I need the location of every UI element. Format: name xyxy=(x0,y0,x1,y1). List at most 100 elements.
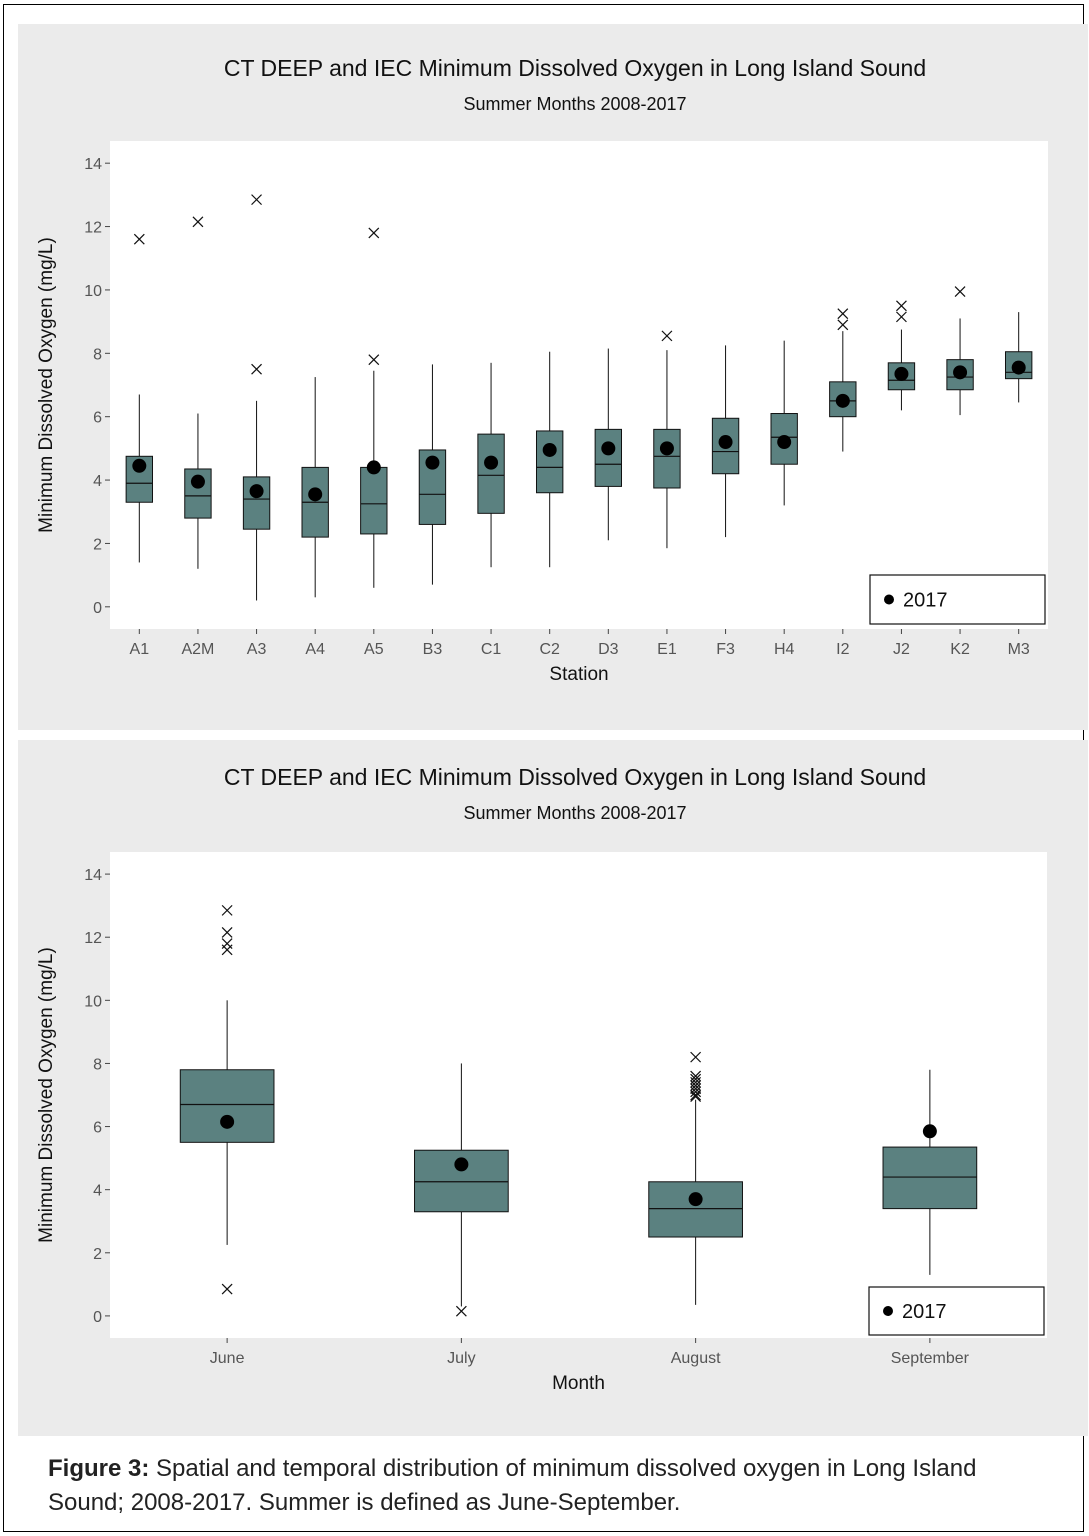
box-C2 xyxy=(535,351,564,568)
point-2017 xyxy=(922,1124,937,1139)
legend-box xyxy=(868,1286,1045,1336)
point-2017 xyxy=(454,1157,469,1172)
legend-label: 2017 xyxy=(903,590,948,612)
chart-title: CT DEEP and IEC Minimum Dissolved Oxygen… xyxy=(224,55,926,81)
legend-box xyxy=(869,574,1046,625)
x-axis-label: Station xyxy=(549,664,608,685)
point-2017 xyxy=(542,442,557,457)
outlier-marker xyxy=(661,330,673,342)
y-tick-label: 8 xyxy=(93,346,102,363)
box-September xyxy=(882,1069,978,1275)
legend-label: 2017 xyxy=(902,1301,947,1323)
box-I2 xyxy=(829,308,857,452)
y-tick-label: 8 xyxy=(93,1056,102,1073)
x-tick-label: B3 xyxy=(423,641,443,658)
outlier-marker xyxy=(221,1283,233,1295)
chart-subtitle: Summer Months 2008-2017 xyxy=(463,803,686,823)
point-2017 xyxy=(835,393,850,408)
outlier-stroke xyxy=(221,1283,233,1295)
y-tick-label: 2 xyxy=(93,536,102,553)
outlier-stroke xyxy=(368,354,380,366)
legend: 2017 xyxy=(868,1286,1045,1336)
outlier-marker xyxy=(690,1089,702,1101)
station-boxplot-chart: CT DEEP and IEC Minimum Dissolved Oxygen… xyxy=(36,55,1048,685)
box-E1 xyxy=(653,330,681,549)
point-2017 xyxy=(777,435,792,450)
point-2017 xyxy=(132,458,147,473)
y-tick-label: 14 xyxy=(84,156,102,173)
point-2017 xyxy=(688,1192,703,1207)
outlier-marker xyxy=(690,1091,702,1103)
box-A3 xyxy=(242,194,271,601)
x-tick-label: August xyxy=(671,1350,721,1367)
x-tick-label: June xyxy=(210,1350,245,1367)
figure-caption: Figure 3: Spatial and temporal distribut… xyxy=(48,1452,1048,1520)
x-tick-label: A5 xyxy=(364,641,384,658)
y-tick-label: 0 xyxy=(93,600,102,617)
box-B3 xyxy=(418,364,447,585)
outlier-marker xyxy=(251,363,262,375)
y-tick-label: 6 xyxy=(93,1120,102,1137)
point-2017 xyxy=(190,474,205,489)
outlier-marker xyxy=(954,286,966,297)
outlier-marker xyxy=(837,308,849,320)
box-A2M xyxy=(184,216,212,569)
outlier-marker xyxy=(192,216,204,228)
y-tick-label: 10 xyxy=(84,993,102,1010)
x-tick-label: I2 xyxy=(836,641,849,658)
box-A5 xyxy=(360,227,388,588)
outlier-stroke xyxy=(368,227,380,239)
point-2017 xyxy=(484,455,499,470)
box-K2 xyxy=(946,286,974,416)
point-2017 xyxy=(1011,360,1026,375)
box-August xyxy=(648,1051,743,1305)
outlier-stroke xyxy=(690,1091,702,1103)
box-A1 xyxy=(125,233,154,563)
y-tick-label: 4 xyxy=(93,1183,102,1200)
box-iqr xyxy=(535,430,564,494)
caption-label: Figure 3: xyxy=(48,1455,150,1482)
outlier-stroke xyxy=(251,194,262,206)
outlier-marker xyxy=(251,194,262,206)
box-iqr xyxy=(179,1069,275,1143)
point-2017 xyxy=(308,487,323,502)
outlier-stroke xyxy=(192,216,204,228)
box-C1 xyxy=(477,362,505,568)
point-2017 xyxy=(601,441,616,456)
outlier-stroke xyxy=(221,904,233,916)
chart-subtitle: Summer Months 2008-2017 xyxy=(463,94,686,114)
outlier-marker xyxy=(368,354,380,366)
outlier-stroke xyxy=(221,927,233,938)
outlier-stroke xyxy=(690,1089,702,1101)
x-tick-label: C1 xyxy=(481,641,502,658)
box-F3 xyxy=(711,345,740,538)
x-axis-label: Month xyxy=(552,1373,605,1394)
y-tick-label: 10 xyxy=(84,283,102,300)
point-2017 xyxy=(894,366,909,381)
outlier-stroke xyxy=(954,286,966,297)
outlier-stroke xyxy=(251,363,262,375)
box-iqr xyxy=(184,468,212,519)
x-tick-label: September xyxy=(891,1350,970,1367)
box-iqr xyxy=(711,417,740,475)
x-tick-label: A3 xyxy=(247,641,267,658)
box-June xyxy=(179,904,275,1295)
point-2017 xyxy=(718,435,733,450)
outlier-marker xyxy=(221,927,233,938)
box-July xyxy=(414,1063,509,1317)
x-tick-label: A1 xyxy=(130,641,150,658)
legend-dot xyxy=(883,1306,893,1316)
point-2017 xyxy=(220,1114,235,1129)
outlier-stroke xyxy=(837,319,849,331)
box-iqr xyxy=(477,433,505,514)
y-axis-label: Minimum Dissolved Oxygen (mg/L) xyxy=(36,237,57,533)
x-tick-label: D3 xyxy=(598,641,619,658)
outlier-stroke xyxy=(661,330,673,342)
chart-panel-months: CT DEEP and IEC Minimum Dissolved Oxygen… xyxy=(18,740,1088,1436)
outlier-stroke xyxy=(896,300,907,312)
outlier-marker xyxy=(690,1051,702,1063)
x-tick-label: A2M xyxy=(181,641,214,658)
y-tick-label: 14 xyxy=(84,867,102,884)
x-tick-label: C2 xyxy=(539,641,560,658)
point-2017 xyxy=(249,484,264,499)
